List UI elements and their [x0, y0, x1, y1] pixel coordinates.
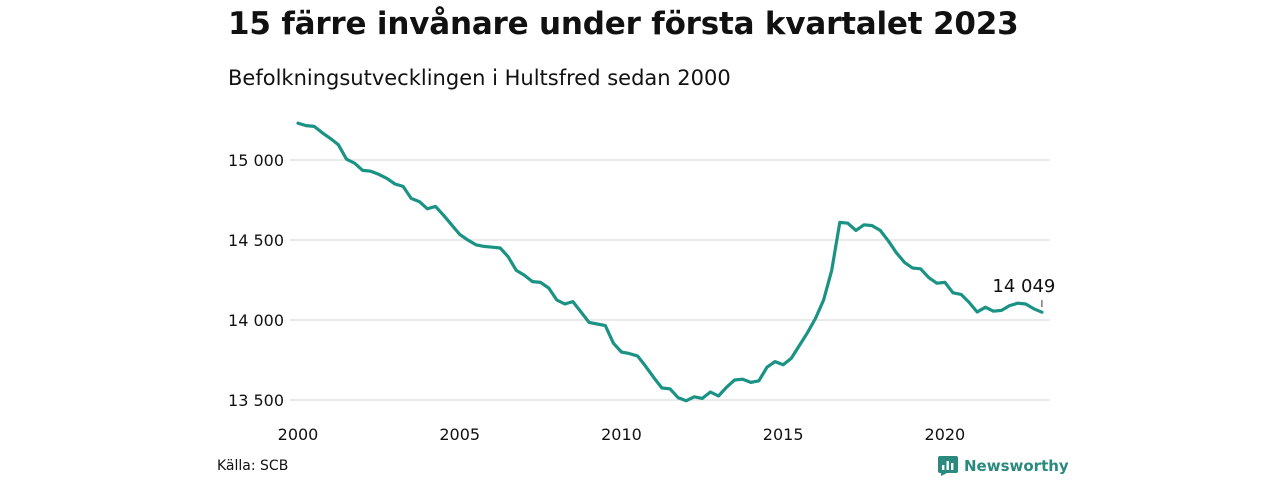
series-line — [296, 121, 1044, 403]
y-tick-label: 14 000 — [228, 311, 284, 330]
brand-name: Newsworthy — [964, 457, 1069, 475]
y-axis-ticks: 13 500 14 000 14 500 15 000 — [228, 151, 284, 410]
y-tick-label: 13 500 — [228, 391, 284, 410]
y-tick-label: 15 000 — [228, 151, 284, 170]
x-tick-label: 2020 — [925, 425, 966, 444]
x-tick-label: 2015 — [763, 425, 804, 444]
newsworthy-logo-icon — [938, 456, 958, 476]
chart-title: 15 färre invånare under första kvartalet… — [228, 6, 1019, 42]
chart-subtitle: Befolkningsutvecklingen i Hultsfred seda… — [228, 66, 731, 90]
annotation-label: 14 049 — [992, 276, 1055, 297]
x-tick-label: 2010 — [601, 425, 642, 444]
y-tick-label: 14 500 — [228, 231, 284, 250]
x-tick-label: 2000 — [278, 425, 319, 444]
source-label: Källa: SCB — [217, 458, 289, 474]
gridlines — [290, 159, 1050, 401]
x-tick-label: 2005 — [439, 425, 480, 444]
brand-logo[interactable]: Newsworthy — [938, 456, 1069, 476]
x-axis-ticks: 2000 2005 2010 2015 2020 — [278, 425, 966, 444]
